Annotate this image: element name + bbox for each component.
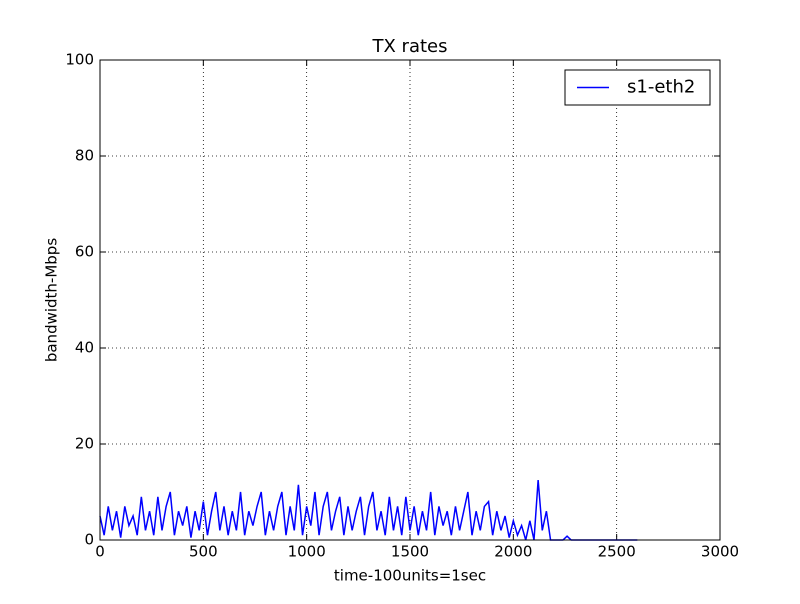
x-tick-label: 1000 — [288, 543, 326, 561]
y-tick-label: 80 — [75, 147, 94, 165]
x-tick-label: 2000 — [494, 543, 532, 561]
plot-frame — [99, 59, 721, 541]
y-tick-label: 0 — [84, 531, 94, 549]
chart-title: TX rates — [372, 36, 448, 57]
x-tick-label: 3000 — [701, 543, 739, 561]
y-axis-label: bandwidth-Mbps — [43, 238, 61, 362]
y-tick-label: 60 — [75, 243, 94, 261]
y-tick-label: 100 — [65, 51, 94, 69]
x-tick-label: 0 — [95, 543, 105, 561]
y-tick-label: 40 — [75, 339, 94, 357]
data-line — [99, 479, 638, 541]
x-tick-label: 1500 — [391, 543, 429, 561]
y-tick-label: 20 — [75, 435, 94, 453]
legend-label: s1-eth2 — [627, 77, 695, 98]
x-tick-label: 500 — [189, 543, 218, 561]
x-axis-label: time-100units=1sec — [334, 567, 486, 585]
x-tick-label: 2500 — [598, 543, 636, 561]
